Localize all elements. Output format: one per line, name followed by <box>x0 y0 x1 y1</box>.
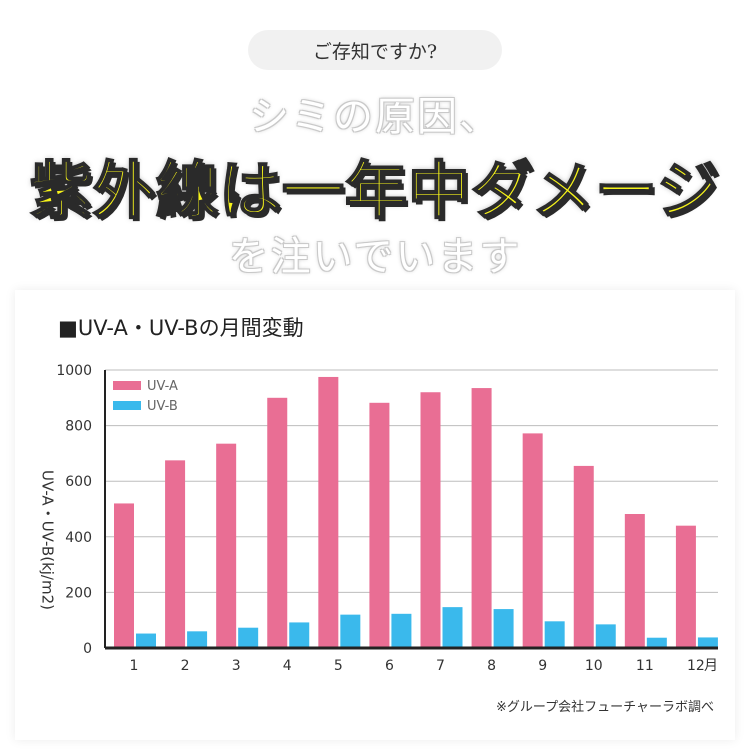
uvb-bar-12 <box>697 637 718 648</box>
uva-bar-11 <box>624 514 645 648</box>
uva-bar-12 <box>675 525 696 648</box>
y-tick-label: 400 <box>65 530 92 546</box>
y-tick-label: 200 <box>65 585 92 601</box>
uvb-bar-6 <box>391 613 412 648</box>
uva-bar-8 <box>471 388 492 648</box>
uvb-bar-11 <box>646 637 667 648</box>
y-tick-label: 600 <box>65 474 92 490</box>
x-tick-label: 5 <box>334 658 343 674</box>
x-tick-label: 12 <box>687 658 705 674</box>
chart-title: ■UV-A・UV-Bの月間変動 <box>58 316 304 340</box>
uva-bar-6 <box>369 402 390 648</box>
uvb-bar-4 <box>289 622 310 648</box>
x-tick-label: 3 <box>232 658 241 674</box>
x-tick-label: 6 <box>385 658 394 674</box>
source-note: ※グループ会社フューチャーラボ調べ <box>496 700 714 715</box>
uva-bar-1 <box>114 503 134 648</box>
y-tick-label: 800 <box>65 419 92 435</box>
y-tick-label: 0 <box>83 641 92 657</box>
x-tick-label: 8 <box>487 658 496 674</box>
uva-bar-10 <box>573 465 594 648</box>
headline-top: シミの原因、 <box>249 94 501 140</box>
legend-swatch <box>113 381 141 390</box>
uva-bar-9 <box>522 433 543 648</box>
legend-label: UV-A <box>147 379 178 394</box>
grid-layer <box>105 369 718 593</box>
uvb-bar-3 <box>238 627 259 648</box>
legend: UV-A UV-B <box>113 379 178 414</box>
uva-bar-7 <box>420 392 441 648</box>
legend-swatch <box>113 401 141 410</box>
headline-main: 紫外線は一年中ダメージ <box>29 153 720 228</box>
x-unit-label: 月 <box>704 658 718 674</box>
uva-bar-4 <box>267 397 288 648</box>
uvb-bar-2 <box>187 631 208 648</box>
y-tick-label: 1000 <box>56 363 92 379</box>
x-tick-label: 7 <box>436 658 445 674</box>
x-tick-label: 2 <box>181 658 190 674</box>
bar-layer <box>114 376 718 648</box>
headline-bottom: を注いでいます <box>228 234 522 280</box>
legend-label: UV-B <box>147 399 178 414</box>
uva-bar-5 <box>318 376 339 648</box>
uvb-bar-10 <box>595 624 616 648</box>
x-tick-label: 10 <box>585 658 603 674</box>
x-tick-label: 9 <box>538 658 547 674</box>
uvb-bar-1 <box>136 633 156 648</box>
intro-pill: ご存知ですか? <box>248 30 502 70</box>
x-tick-label: 1 <box>130 658 139 674</box>
uvb-bar-9 <box>544 621 565 648</box>
x-tick-label: 4 <box>283 658 292 674</box>
uvb-bar-8 <box>493 609 514 648</box>
uva-bar-2 <box>165 460 186 648</box>
uva-bar-3 <box>216 443 237 648</box>
x-tick-label: 11 <box>636 658 654 674</box>
uvb-bar-5 <box>340 614 361 648</box>
uvb-bar-7 <box>442 607 463 648</box>
